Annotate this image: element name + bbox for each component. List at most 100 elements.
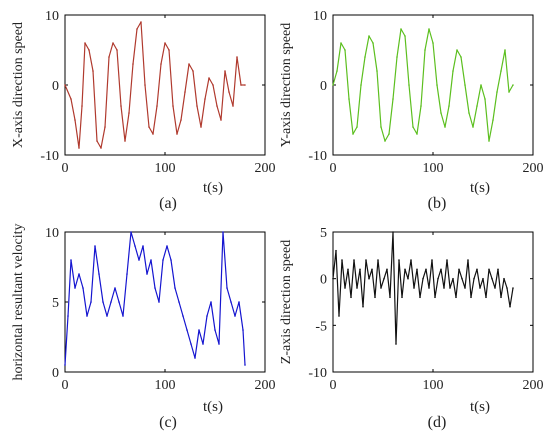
panel-c-data-point [126, 273, 128, 275]
panel-a-x-tick-label: 0 [62, 161, 69, 176]
panel-b-data-point [496, 91, 498, 93]
panel-d-data-point [353, 259, 355, 261]
panel-d-y-tick-label: -10 [308, 366, 327, 381]
panel-a-data-point [148, 126, 150, 128]
panel-b-data-point [464, 84, 466, 86]
panel-a-data-point [236, 56, 238, 58]
panel-b-series-line [332, 28, 514, 142]
panel-d-y-tick-label: -5 [315, 319, 327, 334]
panel-a-x-tick-label: 200 [255, 161, 276, 176]
panel-d-data-point [401, 296, 403, 299]
panel-d-data-point [395, 343, 397, 345]
panel-d-data-point [488, 268, 490, 271]
panel-b-data-point [452, 70, 454, 72]
panel-d-data-point [461, 277, 463, 280]
panel-c-data-point [234, 315, 236, 317]
panel-c-data-point [178, 301, 180, 303]
panel-c-data-point [130, 231, 132, 233]
panel-a-data-point [232, 105, 234, 107]
panel-a-data-point [216, 105, 218, 107]
panel-b-data-point [448, 105, 450, 107]
panel-d-data-point [470, 296, 472, 299]
panel-d-data-point [509, 305, 511, 308]
panel-a-x-tick-label: 100 [155, 161, 176, 176]
panel-c-x-tick-label: 200 [255, 378, 276, 393]
panel-a-data-point [136, 28, 138, 30]
panel-b-data-point [380, 126, 382, 128]
panel-d-data-point [419, 296, 421, 299]
panel-d-data-point [455, 296, 457, 299]
panel-a-data-point [180, 119, 182, 121]
panel-a-data-point [164, 42, 166, 44]
panel-d-data-point [467, 259, 469, 261]
panel-d-series-line [332, 231, 514, 345]
panel-b-data-point [376, 70, 378, 72]
panel-a-data-point [184, 91, 186, 93]
panel-c-data-point [78, 273, 80, 275]
panel-d-data-point [398, 259, 400, 261]
panel-c-data-point [170, 259, 172, 261]
panel-b-data-point [428, 28, 430, 30]
panel-c-x-axis-label: t(s) [203, 399, 223, 415]
panel-d-data-point [446, 259, 448, 261]
panel-d-data-point [497, 268, 499, 271]
panel-d-data-point [386, 268, 388, 271]
panel-c-data-point [67, 315, 69, 317]
panel-d-data-point [485, 296, 487, 299]
panel-b-data-point [356, 126, 358, 128]
panel-d-data-point [449, 287, 451, 289]
panel-b-data-point [344, 49, 346, 51]
panel-c-data-point [244, 364, 246, 366]
panel-b-data-point [436, 84, 438, 86]
panel-a-data-point [84, 42, 86, 44]
panel-a-data-point [78, 147, 80, 149]
panel-c-y-tick-label: 0 [52, 366, 59, 381]
panel-d-data-point [422, 277, 424, 280]
panel-d-data-point [491, 277, 493, 280]
panel-a-data-point [64, 84, 66, 86]
panel-b-x-tick-label: 200 [523, 161, 544, 176]
panel-a-data-point [152, 133, 154, 135]
panel-c-data-point [118, 301, 120, 303]
panel-b-x-tick-label: 0 [330, 161, 337, 176]
panel-c-x-tick-label: 0 [62, 378, 69, 393]
panel-c-data-point [226, 287, 228, 289]
panel-b-x-axis-label: t(s) [470, 180, 490, 196]
panel-c-caption: (c) [159, 414, 177, 431]
panel-d-data-point [473, 277, 475, 280]
panel-c-data-point [90, 301, 92, 303]
panel-a-data-point [200, 126, 202, 128]
panel-c-data-point [222, 231, 224, 233]
panel-d-data-point [335, 249, 337, 252]
panel-d-data-point [341, 259, 343, 261]
panel-c-data-point [110, 301, 112, 303]
panel-d-data-point [413, 287, 415, 289]
panel-d-data-point [383, 277, 385, 280]
panel-b-x-tick-label: 100 [423, 161, 444, 176]
panel-d-data-point [431, 259, 433, 261]
panel-d-data-point [362, 305, 364, 308]
panel-a-data-point [81, 105, 83, 107]
panel-d-x-tick-label: 200 [523, 378, 544, 393]
panel-c-data-point [142, 245, 144, 247]
panel-b-caption: (b) [428, 195, 447, 212]
panel-a-data-point [88, 49, 90, 51]
panel-b-data-point [476, 105, 478, 107]
panel-c-data-point [114, 287, 116, 289]
panel-b-y-tick-label: -10 [308, 149, 327, 164]
panel-a-data-point [188, 63, 190, 65]
panel-b-data-point [368, 35, 370, 37]
panel-a-data-point [220, 119, 222, 121]
panel-b-data-point [384, 140, 386, 142]
panel-a-x-axis-label: t(s) [203, 180, 223, 196]
panel-a-y-tick-label: -10 [40, 149, 59, 164]
panel-d-data-point [365, 259, 367, 261]
panel-d-data-point [347, 268, 349, 271]
panel-b-data-point [456, 49, 458, 51]
panel-d-data-point [434, 296, 436, 299]
panel-c-data-point [218, 343, 220, 345]
panel-a-data-point [228, 91, 230, 93]
panel-b-data-point [332, 84, 334, 86]
panel-c-data-point [206, 315, 208, 317]
panel-c-data-point [238, 301, 240, 303]
